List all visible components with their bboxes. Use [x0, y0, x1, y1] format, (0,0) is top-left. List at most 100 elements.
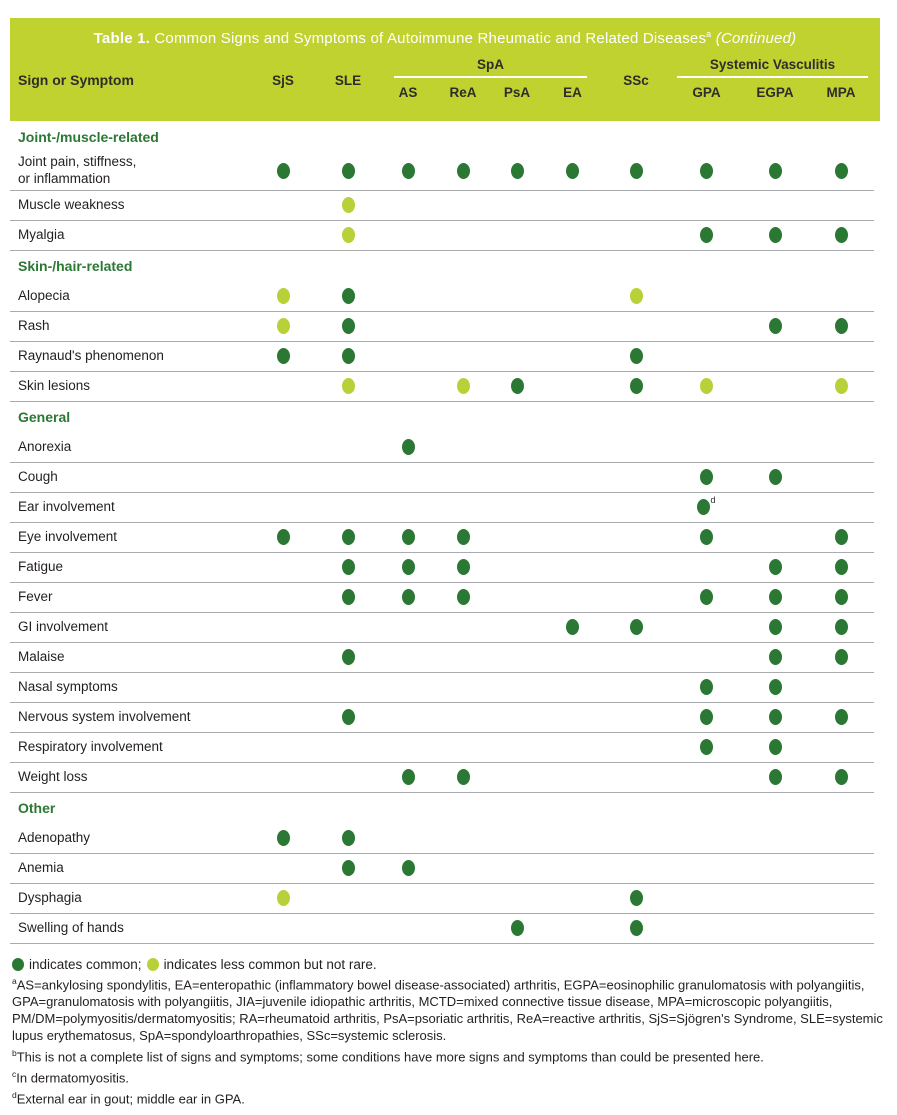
common-dot-icon: [341, 709, 355, 726]
common-dot-icon: [401, 162, 415, 179]
legend: indicates common; indicates less common …: [12, 957, 897, 972]
common-dot-icon: [566, 162, 579, 179]
common-dot-icon: [834, 709, 848, 726]
table-title-footnote-marker: a: [706, 29, 712, 39]
common-dot-icon: [629, 890, 643, 907]
dot-cell-as: [380, 529, 436, 546]
dot-cell-sjs: [250, 288, 316, 305]
dot-cell-gpa: [671, 529, 742, 546]
common-dot-icon: [629, 162, 643, 179]
dot-cell-egpa: [742, 739, 808, 756]
common-dot-icon: [510, 378, 524, 395]
row-label: Joint pain, stiffness, or inflammation: [18, 154, 137, 186]
section-header: General: [18, 409, 71, 426]
common-dot-icon: [566, 619, 579, 636]
column-header-ssc: SSc: [623, 72, 649, 88]
common-dot-icon: [700, 162, 713, 179]
less-common-dot-icon: [276, 890, 290, 907]
table-row: Swelling of hands: [10, 914, 874, 944]
dot-cell-sle: [316, 348, 380, 365]
less-common-dot-icon: [341, 378, 355, 395]
table-row: Muscle weakness: [10, 191, 874, 221]
row-label: Alopecia: [18, 287, 70, 303]
dot-cell-mpa: [808, 318, 874, 335]
table-row: Alopecia: [10, 282, 874, 312]
row-label: Nervous system involvement: [18, 708, 191, 724]
common-dot-icon: [276, 830, 290, 847]
dot-cell-psa: [490, 378, 544, 395]
dot-cell-sjs: [250, 890, 316, 907]
common-dot-icon: [276, 529, 290, 546]
row-label: Myalgia: [18, 226, 65, 242]
common-dot-icon: [834, 227, 848, 244]
column-header-sle: SLE: [334, 72, 362, 88]
dot-cell-ssc: [601, 288, 671, 305]
column-header-as: AS: [398, 85, 418, 100]
dot-cell-sle: [316, 649, 380, 666]
row-label: Skin lesions: [18, 377, 91, 393]
common-dot-icon: [768, 649, 782, 666]
common-dot-icon: [456, 559, 470, 576]
dot-cell-egpa: [742, 162, 808, 179]
table-header-band: Table 1. Common Signs and Symptoms of Au…: [10, 18, 880, 121]
footnote-marker: a: [12, 975, 17, 986]
common-dot-icon: [341, 589, 355, 606]
dot-cell-ssc: [601, 348, 671, 365]
common-dot-icon: [276, 162, 290, 179]
row-label: Nasal symptoms: [18, 678, 118, 694]
table-row: Myalgia: [10, 221, 874, 251]
row-label: Weight loss: [18, 768, 88, 784]
dot-cell-rea: [436, 162, 490, 179]
table-row: Anemia: [10, 854, 874, 884]
common-dot-icon: [768, 469, 782, 486]
common-dot-icon: [276, 348, 290, 365]
common-dot-icon: [768, 589, 782, 606]
common-dot-icon: [629, 378, 643, 395]
column-header-gpa: GPA: [692, 85, 721, 100]
table-row: Raynaud's phenomenon: [10, 342, 874, 372]
common-dot-icon: [768, 739, 782, 756]
common-dot-icon: [834, 619, 848, 636]
dot-cell-as: [380, 860, 436, 877]
common-dot-icon: [768, 318, 782, 335]
table-row: Dysphagia: [10, 884, 874, 914]
dot-cell-sle: [316, 860, 380, 877]
footnote-marker: b: [12, 1047, 17, 1058]
less-common-dot-icon: [146, 957, 159, 971]
common-dot-icon: [834, 318, 848, 335]
common-dot-icon: [456, 589, 470, 606]
table-row: Joint pain, stiffness, or inflammation: [10, 152, 874, 191]
less-common-dot-icon: [276, 318, 290, 335]
dot-footnote-marker: d: [710, 495, 716, 506]
table-row: Eye involvement: [10, 523, 874, 553]
dot-cell-egpa: [742, 589, 808, 606]
row-label: Respiratory involvement: [18, 738, 163, 754]
common-dot-icon: [768, 559, 782, 576]
common-dot-icon: [12, 957, 24, 971]
footnotes: aAS=ankylosing spondylitis, EA=enteropat…: [12, 976, 891, 1109]
footnote-marker: d: [12, 1090, 17, 1101]
table-row: GI involvement: [10, 613, 874, 643]
row-label: Adenopathy: [18, 829, 91, 845]
dot-cell-mpa: [808, 709, 874, 726]
common-dot-icon: [401, 529, 415, 546]
dot-cell-sle: [316, 830, 380, 847]
common-dot-icon: [510, 162, 524, 179]
dot-cell-rea: [436, 378, 490, 395]
dot-cell-sle: [316, 162, 380, 179]
column-header-sign-or-symptom: Sign or Symptom: [18, 72, 134, 88]
common-dot-icon: [401, 439, 415, 456]
table-row: Adenopathy: [10, 824, 874, 854]
common-dot-icon: [768, 227, 782, 244]
dot-cell-mpa: [808, 378, 874, 395]
common-dot-icon: [834, 589, 848, 606]
dot-cell-rea: [436, 529, 490, 546]
column-header-egpa: EGPA: [756, 85, 794, 100]
table-row: Rash: [10, 312, 874, 342]
common-dot-icon: [341, 830, 355, 847]
table-row: Skin lesions: [10, 372, 874, 402]
dot-cell-sle: [316, 589, 380, 606]
table-row: Malaise: [10, 643, 874, 673]
dot-cell-as: [380, 769, 436, 786]
